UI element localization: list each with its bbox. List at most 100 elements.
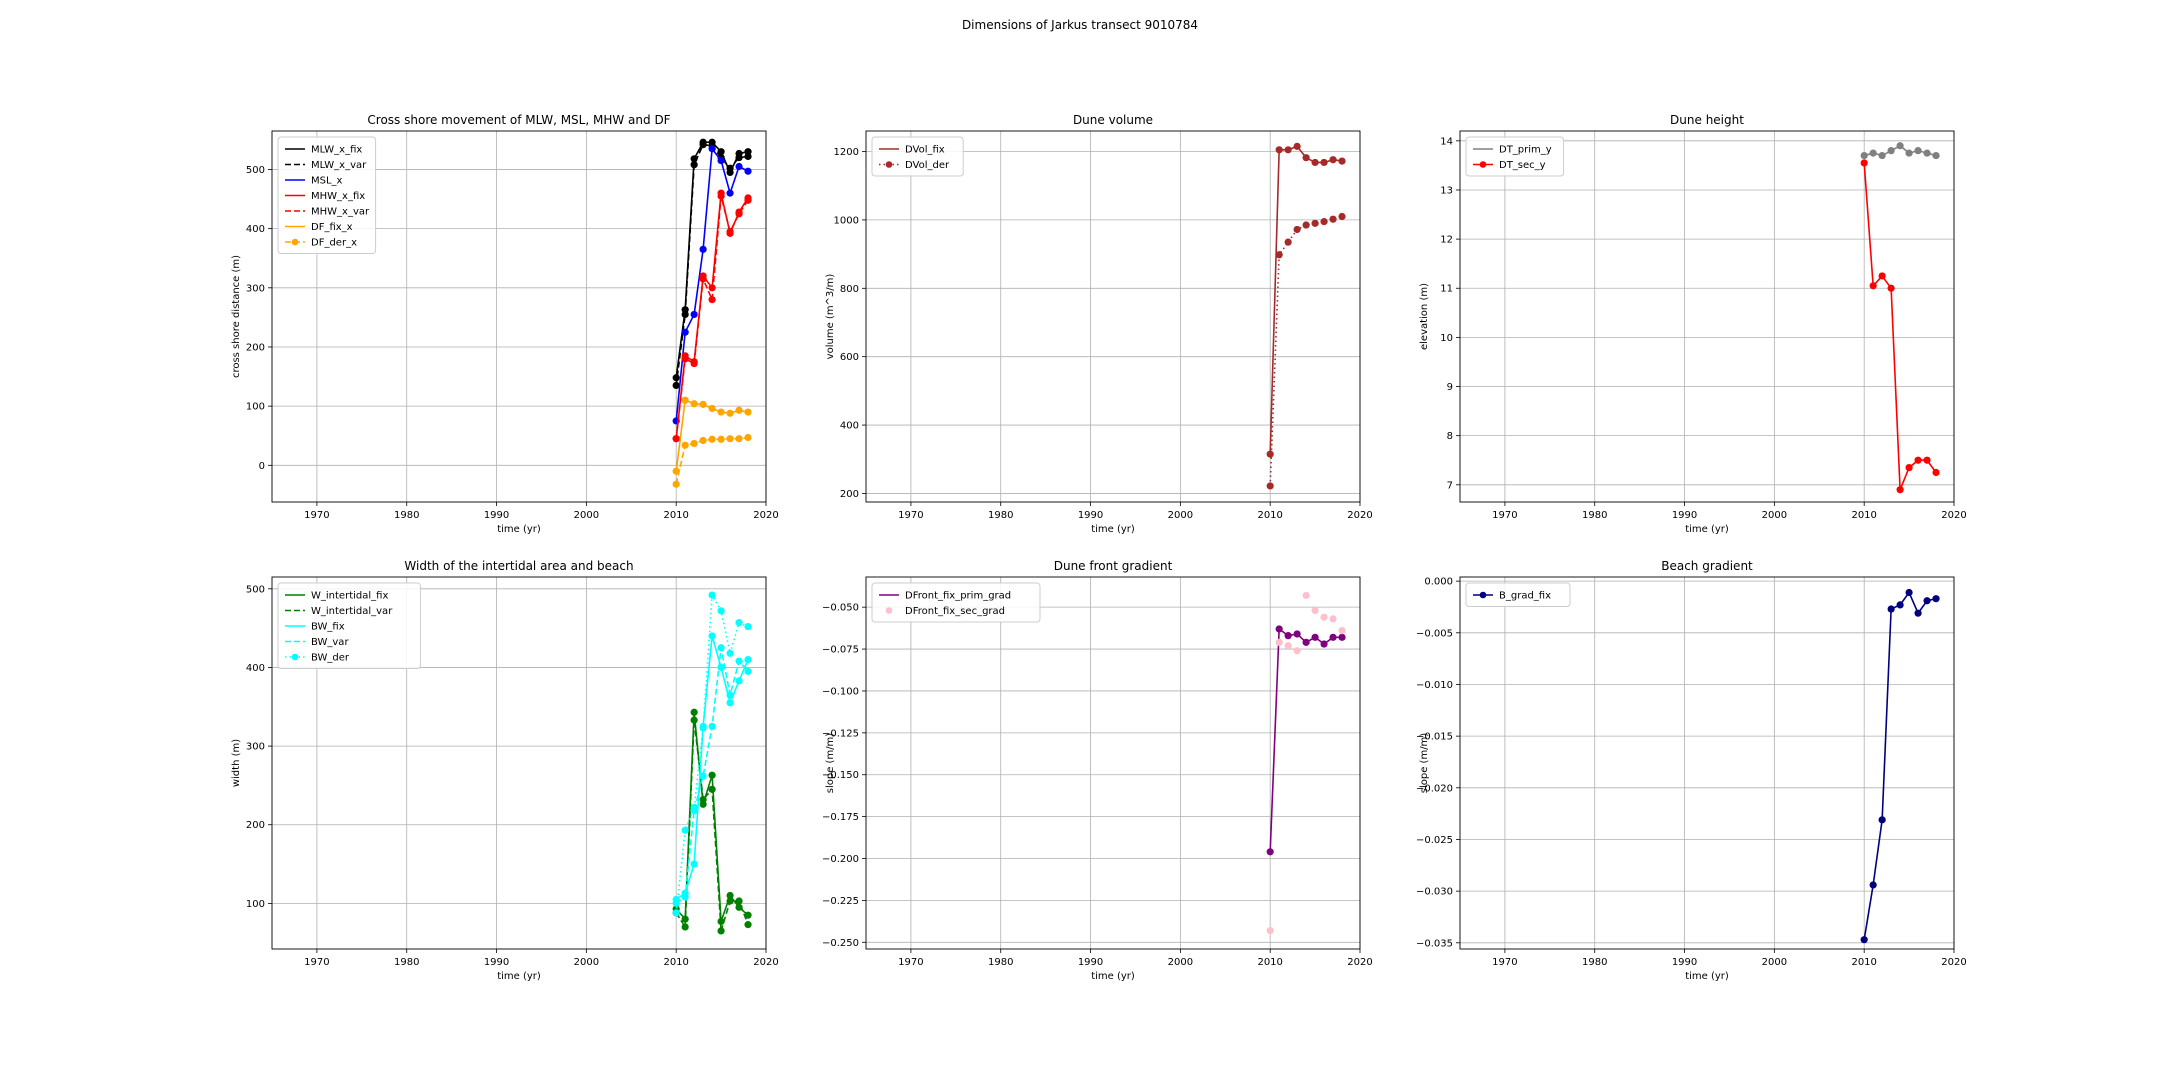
legend-entry: W_intertidal_fix — [311, 591, 388, 602]
legend-marker — [291, 653, 299, 661]
x-axis-label: time (yr) — [1091, 971, 1135, 982]
y-tick-label: 13 — [1440, 185, 1453, 196]
y-tick-label: −0.250 — [822, 938, 859, 949]
data-point — [699, 141, 707, 149]
data-point — [1860, 159, 1868, 167]
data-point — [744, 196, 752, 204]
data-point — [699, 772, 707, 780]
legend: DT_prim_y DT_sec_y — [1465, 136, 1565, 177]
data-point — [690, 439, 698, 448]
axes-frame — [865, 130, 1361, 503]
data-point — [708, 284, 716, 292]
y-tick-label: 7 — [1447, 480, 1453, 491]
legend-marker — [1479, 591, 1487, 599]
y-tick-label: 0.000 — [1424, 577, 1453, 588]
data-point — [717, 644, 725, 652]
data-point — [1293, 142, 1301, 150]
y-tick-label: 800 — [840, 284, 859, 295]
data-point — [699, 436, 707, 445]
data-point — [1878, 151, 1886, 160]
y-tick-label: −0.025 — [1416, 835, 1453, 846]
data-point — [1311, 219, 1319, 227]
data-point — [708, 145, 716, 153]
data-point — [672, 381, 680, 390]
x-tick-label: 1990 — [1672, 510, 1697, 521]
legend-entry: MSL_x — [311, 176, 343, 187]
legend: W_intertidal_fix W_intertidal_var BW_fix BW… — [277, 582, 421, 669]
x-tick-label: 2000 — [574, 957, 599, 968]
data-point — [1266, 926, 1274, 935]
data-point — [1284, 642, 1292, 650]
data-point — [681, 826, 689, 834]
data-point — [735, 154, 743, 162]
data-point — [735, 406, 743, 414]
legend-frame — [871, 582, 1041, 623]
data-point — [690, 359, 698, 368]
data-point — [1905, 149, 1913, 157]
legend-entry: DVol_fix — [905, 145, 945, 156]
data-point — [726, 189, 734, 197]
y-tick-label: 600 — [840, 352, 859, 363]
y-tick-label: −0.035 — [1416, 938, 1453, 949]
data-point — [726, 409, 734, 417]
y-tick-label: 400 — [840, 421, 859, 432]
data-point — [717, 435, 725, 443]
data-point — [1293, 647, 1301, 655]
data-point — [708, 296, 716, 304]
data-point — [726, 649, 734, 657]
y-tick-label: −0.075 — [822, 645, 859, 656]
legend-entry: BW_der — [311, 653, 350, 664]
x-tick-label: 2010 — [1257, 957, 1282, 968]
data-point — [717, 927, 725, 935]
x-tick-label: 1980 — [394, 957, 419, 968]
x-tick-label: 2020 — [1347, 957, 1372, 968]
x-tick-label: 1990 — [1672, 957, 1697, 968]
data-point — [1914, 147, 1922, 155]
x-tick-label: 2000 — [1168, 510, 1193, 521]
x-tick-label: 1990 — [1078, 510, 1103, 521]
data-point — [1311, 158, 1319, 167]
x-tick-label: 1980 — [1582, 957, 1607, 968]
legend-marker — [885, 161, 893, 168]
data-point — [681, 396, 689, 404]
y-tick-label: 0 — [259, 461, 265, 472]
y-tick-label: −0.010 — [1416, 680, 1453, 691]
chart-title: Dune front gradient — [1054, 559, 1173, 573]
data-point — [1293, 630, 1301, 638]
data-point — [681, 328, 689, 336]
y-tick-label: −0.015 — [1416, 732, 1453, 743]
data-point — [708, 404, 716, 413]
y-tick-label: 9 — [1447, 382, 1453, 393]
series-line — [675, 141, 749, 378]
data-point — [699, 245, 707, 253]
x-tick-label: 1980 — [988, 957, 1013, 968]
x-tick-label: 1970 — [898, 510, 923, 521]
data-point — [744, 408, 752, 416]
x-tick-label: 1970 — [304, 957, 329, 968]
series-line — [1863, 162, 1937, 491]
y-tick-label: 1200 — [834, 147, 859, 158]
data-point — [1302, 638, 1310, 646]
axes-frame — [1459, 130, 1955, 503]
data-point — [1923, 456, 1931, 464]
chart-title: Width of the intertidal area and beach — [404, 559, 633, 573]
y-tick-label: −0.005 — [1416, 628, 1453, 639]
legend-entry: BW_var — [311, 637, 349, 648]
axes-frame — [271, 130, 767, 503]
legend-entry: DF_der_x — [311, 238, 357, 249]
y-tick-label: −0.125 — [822, 728, 859, 739]
data-point — [1275, 251, 1283, 259]
legend: MLW_x_fix MLW_x_var MSL_x MHW_x_fix MHW_x_va… — [277, 136, 377, 254]
data-point — [744, 622, 752, 631]
data-point — [690, 803, 698, 812]
data-point — [1878, 272, 1886, 280]
data-point — [1329, 156, 1337, 164]
x-axis-label: time (yr) — [497, 971, 541, 982]
x-tick-label: 1970 — [1492, 510, 1517, 521]
data-point — [1905, 588, 1913, 597]
data-point — [726, 691, 734, 699]
data-point — [672, 909, 680, 917]
x-tick-label: 2020 — [753, 957, 778, 968]
x-tick-label: 1970 — [1492, 957, 1517, 968]
y-tick-label: 500 — [246, 165, 265, 176]
